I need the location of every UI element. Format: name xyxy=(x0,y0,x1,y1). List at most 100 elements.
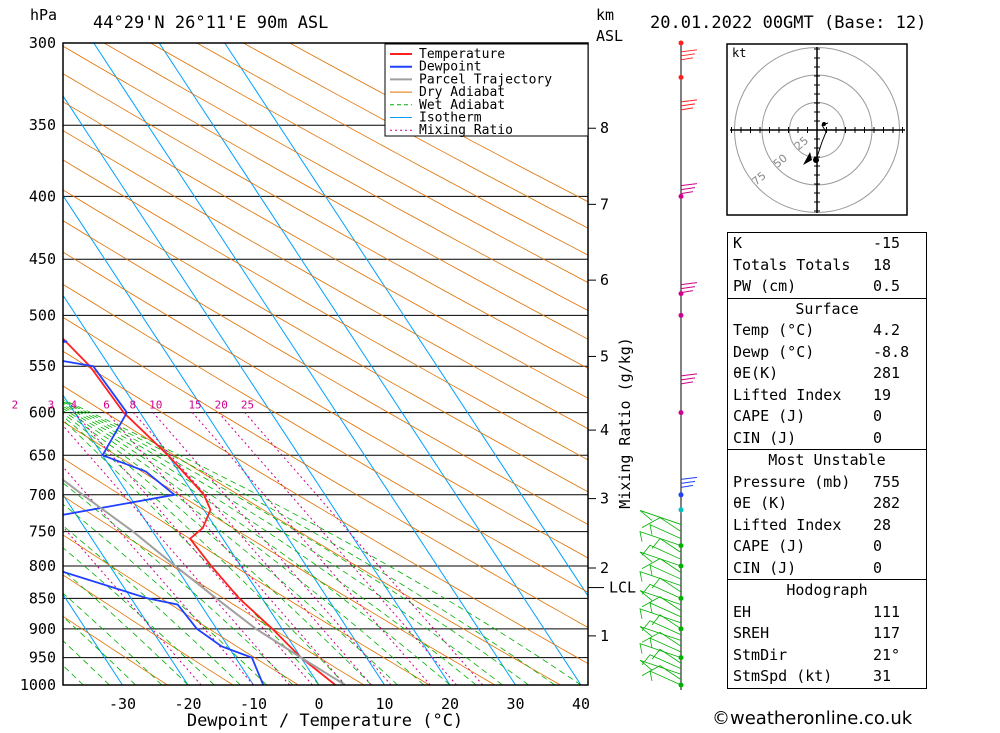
wet-adiabat-line xyxy=(63,405,451,685)
stat-row: CIN (J) 0 xyxy=(728,428,926,450)
isotherm-line xyxy=(63,194,385,685)
pressure-tick-label: 500 xyxy=(29,306,56,324)
surface-table: Surface Temp (°C) 4.2 Dewp (°C) -8.8 θE(K) 28… xyxy=(727,297,927,450)
pressure-tick-label: 850 xyxy=(29,589,56,607)
wind-barb xyxy=(641,544,682,560)
wind-level-dot xyxy=(678,193,684,199)
wind-barb xyxy=(641,583,682,599)
pressure-tick-label: 550 xyxy=(29,357,56,375)
wind-barb xyxy=(651,577,682,593)
stat-row: Temp (°C) 4.2 xyxy=(728,320,926,342)
x-tick-label: 30 xyxy=(506,695,524,713)
x-tick-label: -20 xyxy=(174,695,201,713)
mixing-ratio-line xyxy=(192,412,431,685)
stat-row: K -15 xyxy=(728,233,926,255)
km-tick-label: 6 xyxy=(600,271,609,289)
pressure-tick-label: 700 xyxy=(29,486,56,504)
dry-adiabat-line xyxy=(63,101,588,399)
dry-adiabat-line xyxy=(63,45,588,340)
mixing-ratio-label: 10 xyxy=(149,399,162,412)
stat-value: -15 xyxy=(873,234,901,252)
stat-value: 21° xyxy=(873,645,901,664)
stat-label: EH xyxy=(733,602,752,621)
dry-adiabat-line xyxy=(63,495,365,685)
legend-entry: Mixing Ratio xyxy=(419,123,513,138)
wind-level-dot xyxy=(678,492,684,498)
pressure-tick-label: 650 xyxy=(29,446,56,464)
location-title: 44°29'N 26°11'E 90m ASL xyxy=(93,13,328,33)
wet-adiabat-line xyxy=(63,402,503,685)
stat-row: θE(K) 281 xyxy=(728,363,926,385)
stat-value: 755 xyxy=(873,472,901,491)
isotherm-line xyxy=(63,493,189,685)
mixing-ratio-label: 3 xyxy=(48,399,55,412)
surface-title: Surface xyxy=(795,299,859,318)
dry-adiabat-line xyxy=(103,43,588,312)
legend-entry: Isotherm xyxy=(419,111,482,126)
mixing-ratio-label: 2 xyxy=(12,399,19,412)
mixing-ratio-line xyxy=(63,424,290,685)
pressure-tick-label: 300 xyxy=(29,34,56,52)
hodograph-unit-label: kt xyxy=(732,46,746,60)
copyright-label: ©weatheronline.co.uk xyxy=(712,708,913,729)
dry-adiabat-line xyxy=(63,251,588,559)
stat-value: 4.2 xyxy=(873,321,901,339)
mixing-ratio-line xyxy=(244,412,484,685)
stat-value: 282 xyxy=(873,494,901,512)
dry-adiabat-line xyxy=(63,159,588,461)
plot-frame xyxy=(62,42,589,686)
mixing-ratio-label: 6 xyxy=(103,399,110,412)
stat-value: -8.8 xyxy=(873,342,910,361)
pressure-tick-label: 400 xyxy=(29,187,56,205)
dry-adiabat-line xyxy=(63,316,588,628)
stat-label: Totals Totals xyxy=(733,255,851,274)
wind-barb xyxy=(641,620,682,636)
lcl-label: LCL xyxy=(609,579,636,597)
pressure-tick-label: 950 xyxy=(29,649,56,667)
hodograph-arrow xyxy=(803,152,812,165)
units-km-label: km xyxy=(596,6,614,24)
stat-row: CAPE (J) 0 xyxy=(728,536,926,558)
wind-barb xyxy=(641,558,682,573)
mixing-ratio-label: 20 xyxy=(215,399,228,412)
wind-profile xyxy=(639,40,698,690)
stat-value: 19 xyxy=(873,385,892,404)
hodograph-stats-title: Hodograph xyxy=(786,581,868,599)
wind-barb xyxy=(639,510,682,525)
wind-level-dot xyxy=(678,40,684,46)
stat-value: 117 xyxy=(873,624,901,642)
wind-barb xyxy=(641,665,682,680)
dry-adiabat-line xyxy=(150,43,588,284)
wind-barb xyxy=(651,614,682,630)
km-tick-label: 2 xyxy=(600,559,609,577)
wind-level-dot xyxy=(678,74,684,80)
dry-adiabat-line xyxy=(196,43,588,256)
x-tick-label: 40 xyxy=(572,695,590,713)
stat-row: EH 111 xyxy=(728,602,926,624)
pressure-tick-label: 900 xyxy=(29,620,56,638)
wind-barb xyxy=(680,282,698,294)
wind-barb xyxy=(639,571,682,587)
legend-entry: Parcel Trajectory xyxy=(419,72,552,87)
stat-value: 18 xyxy=(873,255,892,274)
legend-entry: Wet Adiabat xyxy=(419,98,505,113)
isotherm-line xyxy=(63,394,254,685)
wet-adiabat-line xyxy=(63,415,346,685)
pressure-tick-label: 800 xyxy=(29,557,56,575)
mixing-ratio-label: 8 xyxy=(129,399,136,412)
wind-barb xyxy=(639,659,682,675)
stat-label: SREH xyxy=(733,624,770,642)
dry-adiabat-line xyxy=(63,385,561,685)
stat-label: θE (K) xyxy=(733,494,788,512)
units-left-label: hPa xyxy=(30,6,57,24)
stat-value: 0 xyxy=(873,407,883,425)
pressure-tick-label: 750 xyxy=(29,523,56,541)
wind-barb xyxy=(639,590,682,605)
mixing-ratio-line xyxy=(63,526,202,685)
stat-row: PW (cm) 0.5 xyxy=(728,276,926,298)
wind-barb xyxy=(639,608,682,624)
mixing-ratio-label: 4 xyxy=(71,399,78,412)
